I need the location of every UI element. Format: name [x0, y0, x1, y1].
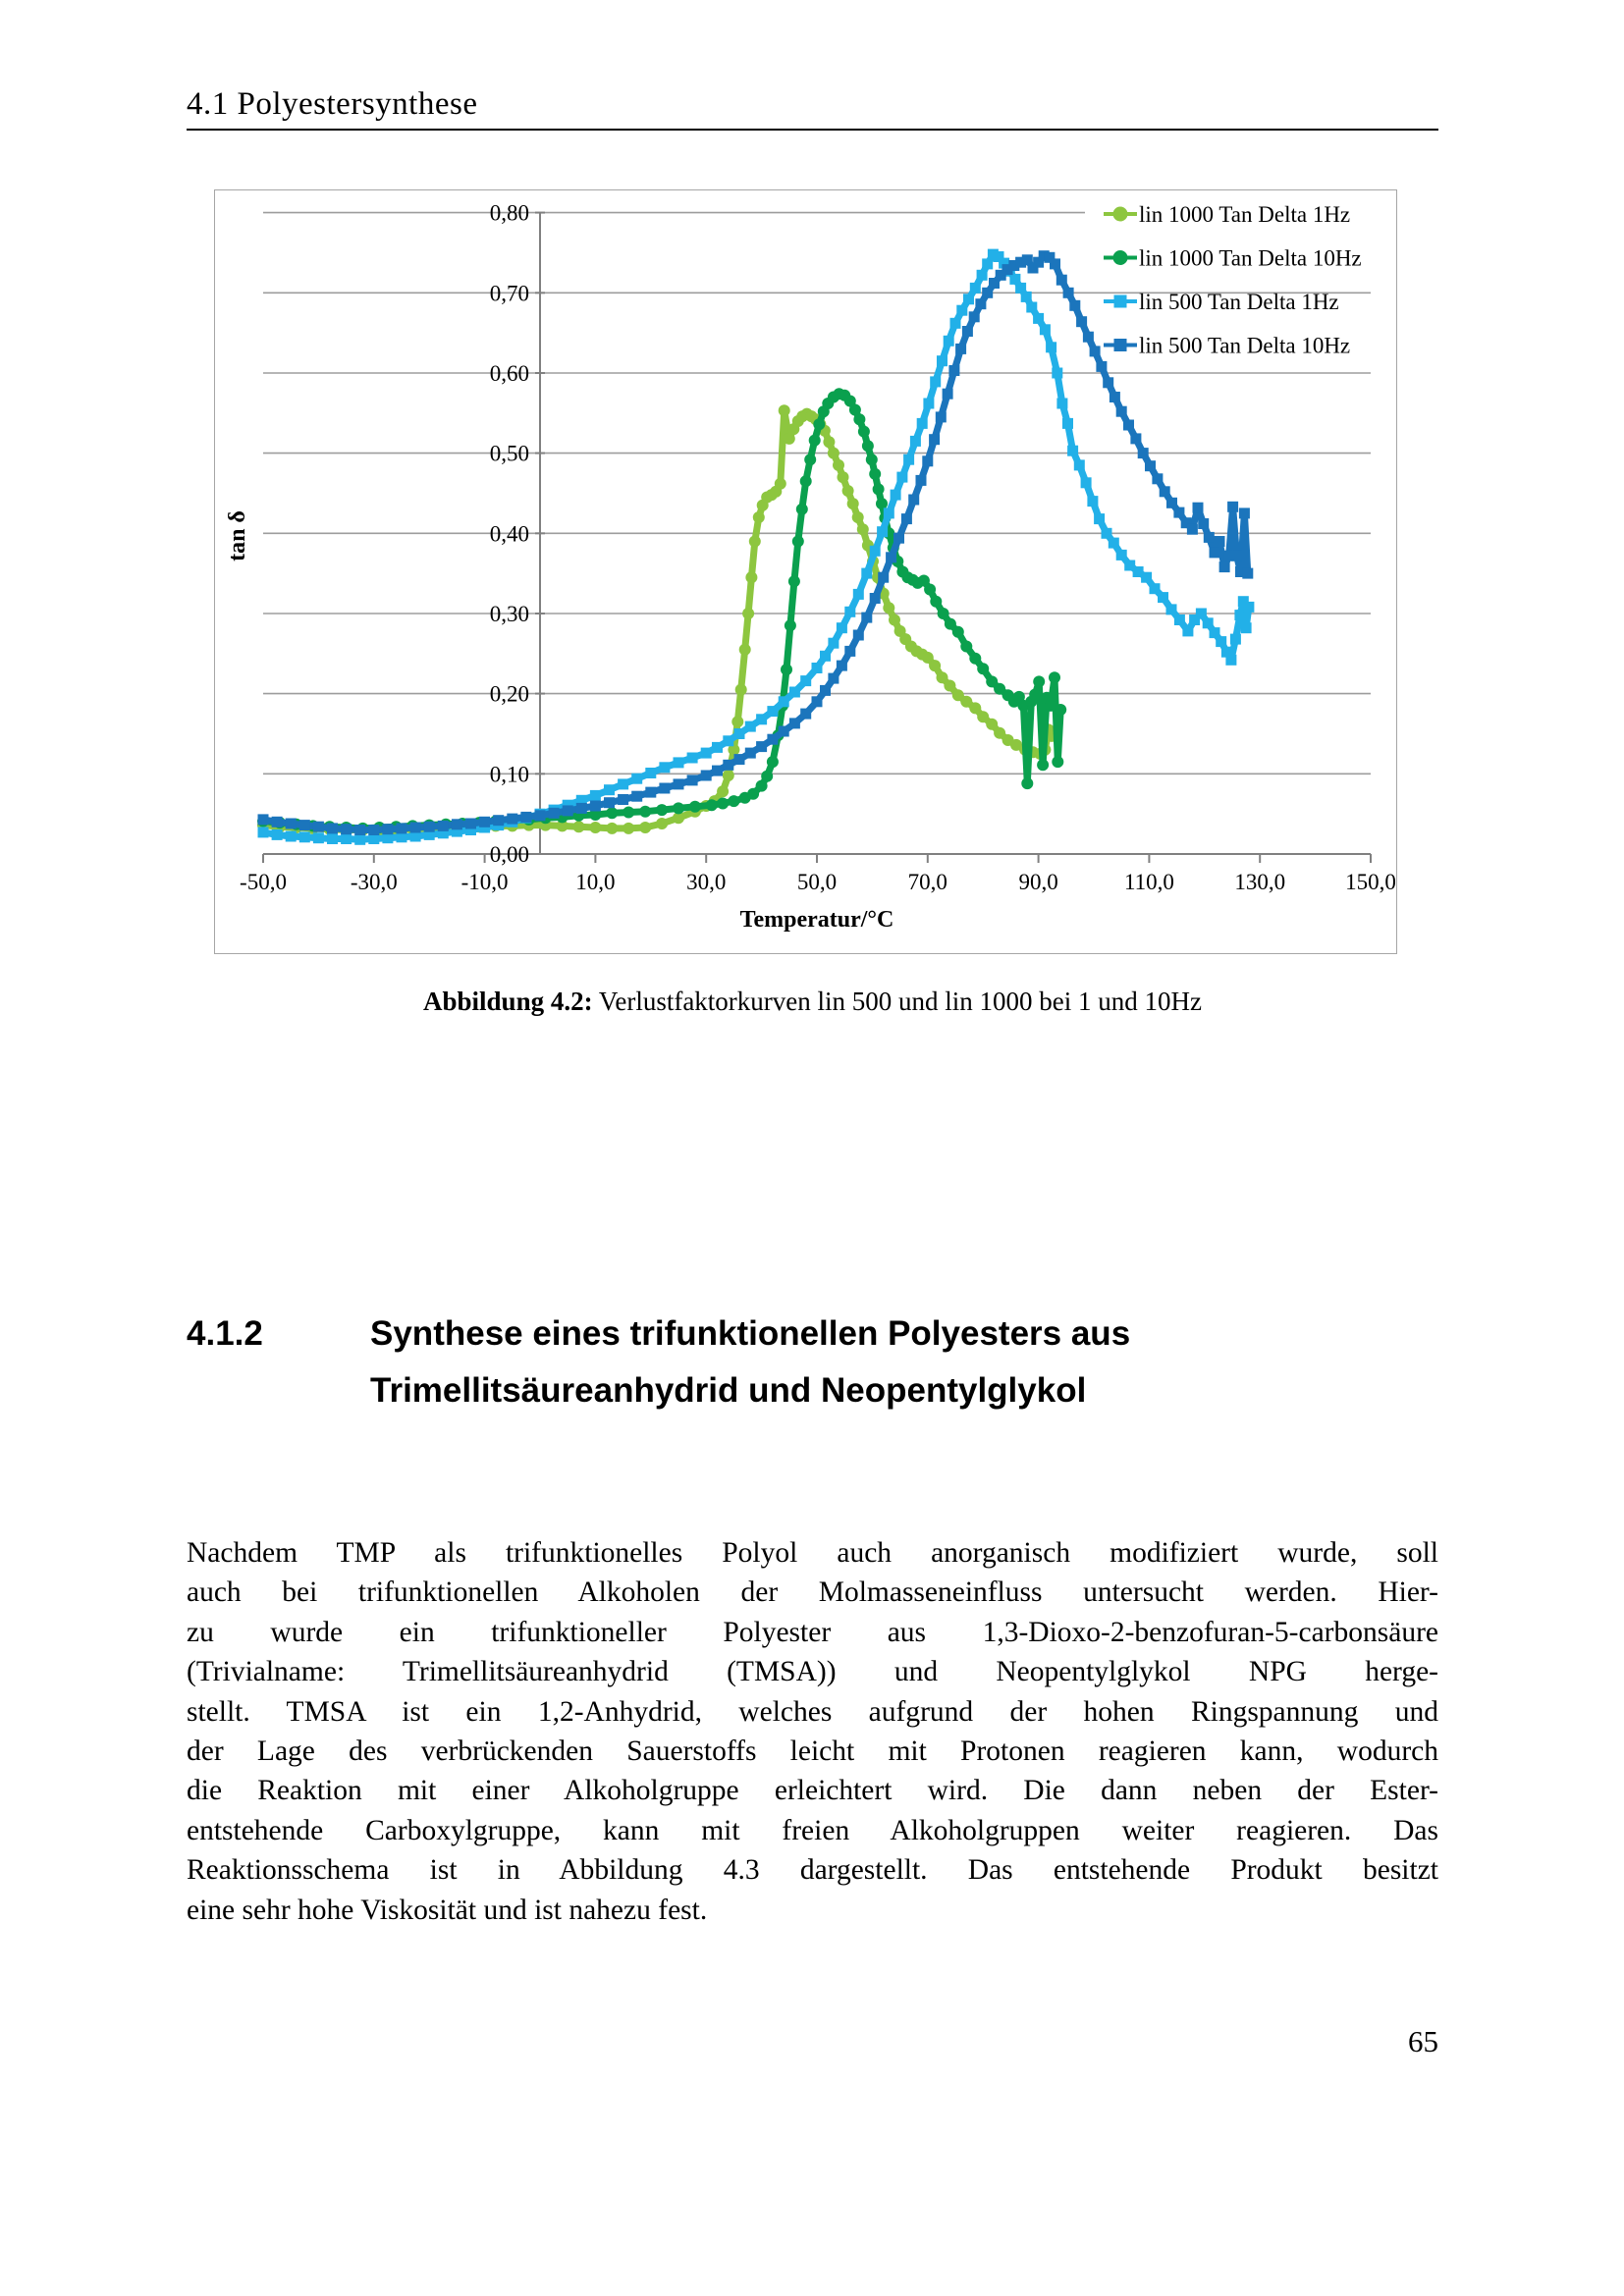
figure-caption-label: Abbildung 4.2: [423, 987, 593, 1016]
x-tick-label: -10,0 [461, 870, 509, 894]
y-tick-label: 0,50 [490, 442, 529, 466]
figure-caption: Abbildung 4.2: Verlustfaktorkurven lin 5… [187, 987, 1438, 1017]
chart-svg: -50,0 -30,0 -10,0 10,0 30,0 50,0 70,0 90,0 110,0… [225, 201, 1396, 933]
y-tick-label: 0,10 [490, 762, 529, 786]
legend-label: lin 1000 Tan Delta 1Hz [1139, 202, 1350, 227]
body-line: der Lage des verbrückenden Sauerstoffs l… [187, 1735, 1438, 1768]
section-title-line1: Synthese eines trifunktionellen Polyeste… [370, 1314, 1131, 1353]
y-tick-label: 0,30 [490, 602, 529, 626]
x-axis-title: Temperatur/°C [740, 907, 894, 933]
y-axis: 0,00 0,10 0,20 0,30 0,40 0,50 0,60 0,70 0,80 [490, 201, 545, 867]
body-paragraph: Nachdem TMP als trifunktionelles Polyol … [187, 1533, 1438, 1930]
legend-item: lin 500 Tan Delta 10Hz [1104, 334, 1350, 358]
legend-square-marker [1113, 339, 1127, 351]
y-tick-label: 0,70 [490, 281, 529, 305]
section-title: Synthese eines trifunktionellen Polyeste… [370, 1306, 1130, 1419]
legend-item: lin 1000 Tan Delta 10Hz [1104, 246, 1362, 271]
body-line: zu wurde ein trifunktioneller Polyester … [187, 1616, 1438, 1648]
body-line: die Reaktion mit einer Alkoholgruppe erl… [187, 1775, 1438, 1807]
x-tick-label: 30,0 [686, 870, 726, 894]
x-tick-label: -30,0 [351, 870, 398, 894]
section-title-line2: Trimellitsäureanhydrid und Neopentylglyk… [370, 1371, 1087, 1410]
y-tick-label: 0,00 [490, 842, 529, 867]
y-tick-label: 0,80 [490, 201, 529, 226]
legend-label: lin 1000 Tan Delta 10Hz [1139, 246, 1362, 271]
y-axis-title: tan δ [225, 510, 250, 561]
legend-item: lin 1000 Tan Delta 1Hz [1104, 202, 1350, 227]
y-tick-label: 0,20 [490, 682, 529, 707]
body-line: auch bei trifunktionellen Alkoholen der … [187, 1576, 1438, 1609]
x-tick-label: -50,0 [240, 870, 287, 894]
legend-item: lin 500 Tan Delta 1Hz [1104, 290, 1339, 314]
body-line: Nachdem TMP als trifunktionelles Polyol … [187, 1537, 1438, 1569]
legend-label: lin 500 Tan Delta 10Hz [1139, 334, 1350, 358]
body-line: stellt. TMSA ist ein 1,2-Anhydrid, welch… [187, 1695, 1438, 1728]
x-tick-label: 130,0 [1234, 870, 1285, 894]
x-tick-label: 10,0 [575, 870, 615, 894]
legend-circle-marker [1112, 250, 1128, 265]
x-tick-label: 70,0 [908, 870, 947, 894]
body-line: entstehende Carboxylgruppe, kann mit fre… [187, 1814, 1438, 1846]
legend-square-marker [1113, 294, 1127, 308]
body-line: (Trivialname: Trimellitsäureanhydrid (TM… [187, 1656, 1438, 1688]
section-number: 4.1.2 [187, 1314, 263, 1353]
x-tick-label: 110,0 [1124, 870, 1174, 894]
page-number: 65 [1408, 2024, 1438, 2058]
x-tick-label: 50,0 [797, 870, 837, 894]
y-tick-label: 0,60 [490, 361, 529, 386]
chart-legend: lin 1000 Tan Delta 1Hz lin 1000 Tan Delta… [1104, 202, 1362, 358]
tan-delta-chart: -50,0 -30,0 -10,0 10,0 30,0 50,0 70,0 90,0 110,0… [214, 189, 1397, 954]
header-rule [187, 129, 1438, 131]
x-tick-label: 90,0 [1018, 870, 1057, 894]
gridlines [263, 211, 1371, 775]
x-tick-label: 150,0 [1345, 870, 1396, 894]
body-line: eine sehr hohe Viskosität und ist nahezu… [187, 1894, 708, 1926]
legend-circle-marker [1112, 206, 1128, 222]
legend-label: lin 500 Tan Delta 1Hz [1139, 290, 1339, 314]
section-heading: 4.1.2 Synthese eines trifunktionellen Po… [187, 1306, 1443, 1419]
running-header: 4.1 Polyestersynthese [187, 86, 478, 122]
series-lin-500-tan-delta-10hz [257, 250, 1254, 835]
figure-caption-text: Verlustfaktorkurven lin 500 und lin 1000… [592, 987, 1202, 1016]
x-axis: -50,0 -30,0 -10,0 10,0 30,0 50,0 70,0 90,0 110,0… [240, 853, 1396, 894]
body-line: Reaktionsschema ist in Abbildung 4.3 dar… [187, 1854, 1438, 1887]
y-tick-label: 0,40 [490, 521, 529, 546]
